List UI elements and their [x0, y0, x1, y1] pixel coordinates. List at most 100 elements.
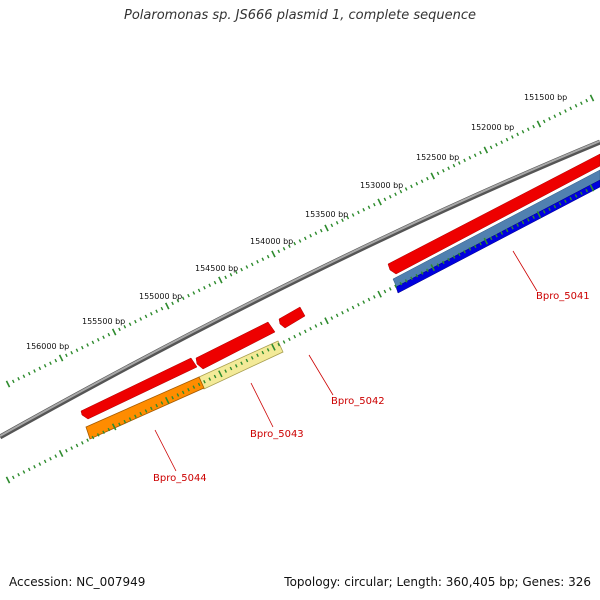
ruler-minor-tick: [150, 312, 153, 316]
orf-orange-5044[interactable]: [85, 376, 205, 440]
ruler-minor-tick: [22, 374, 26, 378]
ruler-minor-tick: [388, 195, 392, 199]
ruler-minor-tick: [256, 353, 259, 357]
ruler-minor-tick: [388, 287, 392, 291]
ruler-minor-tick: [155, 403, 158, 408]
ruler-minor-tick: [569, 106, 573, 111]
ruler-minor-tick: [367, 297, 371, 302]
ruler-major-tick: [377, 290, 382, 298]
ruler-minor-tick: [224, 275, 228, 280]
ruler-minor-tick: [229, 366, 233, 371]
ruler-minor-tick: [495, 143, 498, 147]
ruler-minor-tick: [542, 119, 546, 124]
ruler-major-tick: [589, 184, 595, 192]
ruler-minor-tick: [564, 199, 567, 204]
ruler-minor-tick: [288, 244, 291, 248]
ruler-minor-tick: [442, 260, 445, 265]
ruler-minor-tick: [585, 98, 589, 103]
gene-label-bpro-5044[interactable]: Bpro_5044: [153, 473, 207, 484]
ruler-minor-tick: [473, 153, 477, 157]
ruler-minor-tick: [187, 388, 190, 392]
ruler-minor-tick: [96, 433, 100, 437]
ruler-minor-tick: [277, 249, 281, 254]
ruler-minor-tick: [80, 441, 84, 445]
ruler-minor-tick: [144, 314, 148, 319]
ruler-minor-tick: [548, 207, 551, 211]
gene-leaders: [154, 250, 538, 472]
ruler-minor-tick: [86, 438, 89, 442]
ruler-minor-tick: [436, 263, 440, 267]
ruler-major-tick: [589, 94, 595, 102]
gene-block-bpro-5044[interactable]: [80, 357, 198, 420]
ruler-minor-tick: [346, 215, 350, 220]
ruler-minor-tick: [500, 140, 504, 144]
ruler-minor-tick: [367, 205, 371, 209]
ruler-minor-tick: [319, 321, 323, 326]
ruler-major-tick: [430, 264, 436, 272]
ruler-minor-tick: [150, 406, 153, 411]
ruler-labels: 151500 bp 152000 bp 152500 bp 153000 bp 1535…: [26, 93, 567, 351]
ruler-minor-tick: [298, 332, 302, 336]
ruler-minor-tick: [542, 210, 546, 214]
ruler-minor-tick: [213, 280, 217, 285]
ruler-minor-tick: [479, 242, 482, 246]
ruler-minor-tick: [144, 409, 148, 413]
gene-block-bpro-5043[interactable]: [195, 321, 276, 370]
ruler-minor-tick: [357, 303, 360, 307]
ruler-minor-tick: [319, 228, 323, 233]
ruler-minor-tick: [420, 179, 424, 183]
ruler-major-tick: [271, 343, 276, 351]
ruler-minor-tick: [341, 218, 344, 222]
ruler-minor-tick: [33, 369, 36, 373]
ruler-minor-tick: [160, 306, 164, 311]
ruler-minor-tick: [70, 446, 74, 450]
ruler-minor-tick: [187, 293, 190, 298]
ruler-minor-tick: [176, 299, 180, 303]
ruler-minor-tick: [107, 332, 111, 337]
ruler-minor-tick: [426, 268, 429, 273]
gene-block-bpro-5042[interactable]: [278, 306, 306, 329]
ruler-minor-tick: [43, 459, 47, 464]
ruler-minor-tick: [564, 109, 567, 113]
ruler-minor-tick: [394, 192, 397, 196]
ruler-minor-tick: [208, 283, 212, 287]
ruler-label: 153500 bp: [305, 210, 348, 219]
gene-label-bpro-5043[interactable]: Bpro_5043: [250, 429, 304, 440]
ruler-minor-tick: [500, 231, 504, 235]
ruler-minor-tick: [580, 191, 583, 196]
ruler-minor-tick: [75, 443, 79, 448]
ruler-minor-tick: [521, 130, 525, 134]
ruler-minor-tick: [309, 326, 312, 331]
ruler-minor-tick: [330, 223, 334, 228]
ruler-minor-tick: [155, 309, 158, 313]
ruler-minor-tick: [553, 204, 557, 209]
gene-label-bpro-5041[interactable]: Bpro_5041: [536, 291, 590, 302]
ruler-minor-tick: [80, 345, 84, 350]
ruler-minor-tick: [399, 281, 403, 286]
gene-block-bpro-5041[interactable]: [387, 153, 600, 275]
ruler-minor-tick: [495, 234, 498, 238]
ruler-minor-tick: [277, 342, 281, 347]
ruler-minor-tick: [17, 472, 20, 477]
ruler-label: 152000 bp: [471, 123, 514, 132]
ruler-major-tick: [218, 370, 223, 378]
ruler-minor-tick: [298, 239, 302, 243]
ruler-minor-tick: [96, 338, 100, 342]
ruler-minor-tick: [118, 327, 121, 332]
ruler-minor-tick: [288, 337, 291, 342]
ruler-minor-tick: [580, 101, 583, 105]
gene-label-bpro-5042[interactable]: Bpro_5042: [331, 396, 385, 407]
ruler-minor-tick: [250, 262, 254, 267]
ruler-minor-tick: [123, 325, 127, 329]
orf-blue-5041[interactable]: [395, 179, 600, 294]
ruler-minor-tick: [181, 390, 185, 395]
ruler-major-tick: [58, 354, 64, 362]
ruler-minor-tick: [224, 369, 228, 373]
ruler-minor-tick: [261, 257, 265, 261]
leader-bpro-5041: [512, 250, 538, 292]
ruler-minor-tick: [261, 350, 265, 355]
ruler-minor-tick: [86, 343, 89, 347]
ruler-minor-tick: [526, 127, 530, 131]
gene-labels: Bpro_5041 Bpro_5042 Bpro_5043 Bpro_5044: [153, 291, 590, 484]
